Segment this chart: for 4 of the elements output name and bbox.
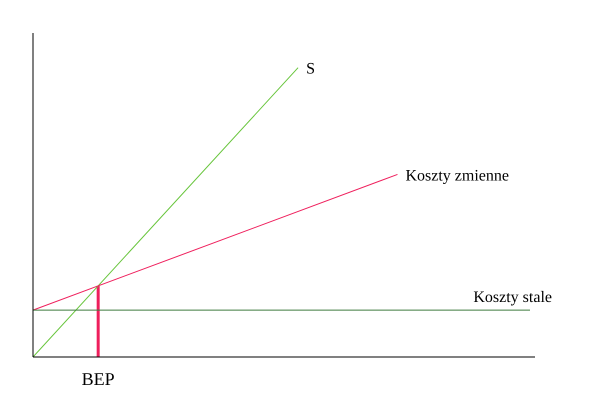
- series-label: S: [306, 60, 315, 78]
- text: BEP: [82, 369, 115, 389]
- series-label: Koszty zmienne: [405, 167, 509, 184]
- series-label: Koszty stale: [473, 289, 552, 306]
